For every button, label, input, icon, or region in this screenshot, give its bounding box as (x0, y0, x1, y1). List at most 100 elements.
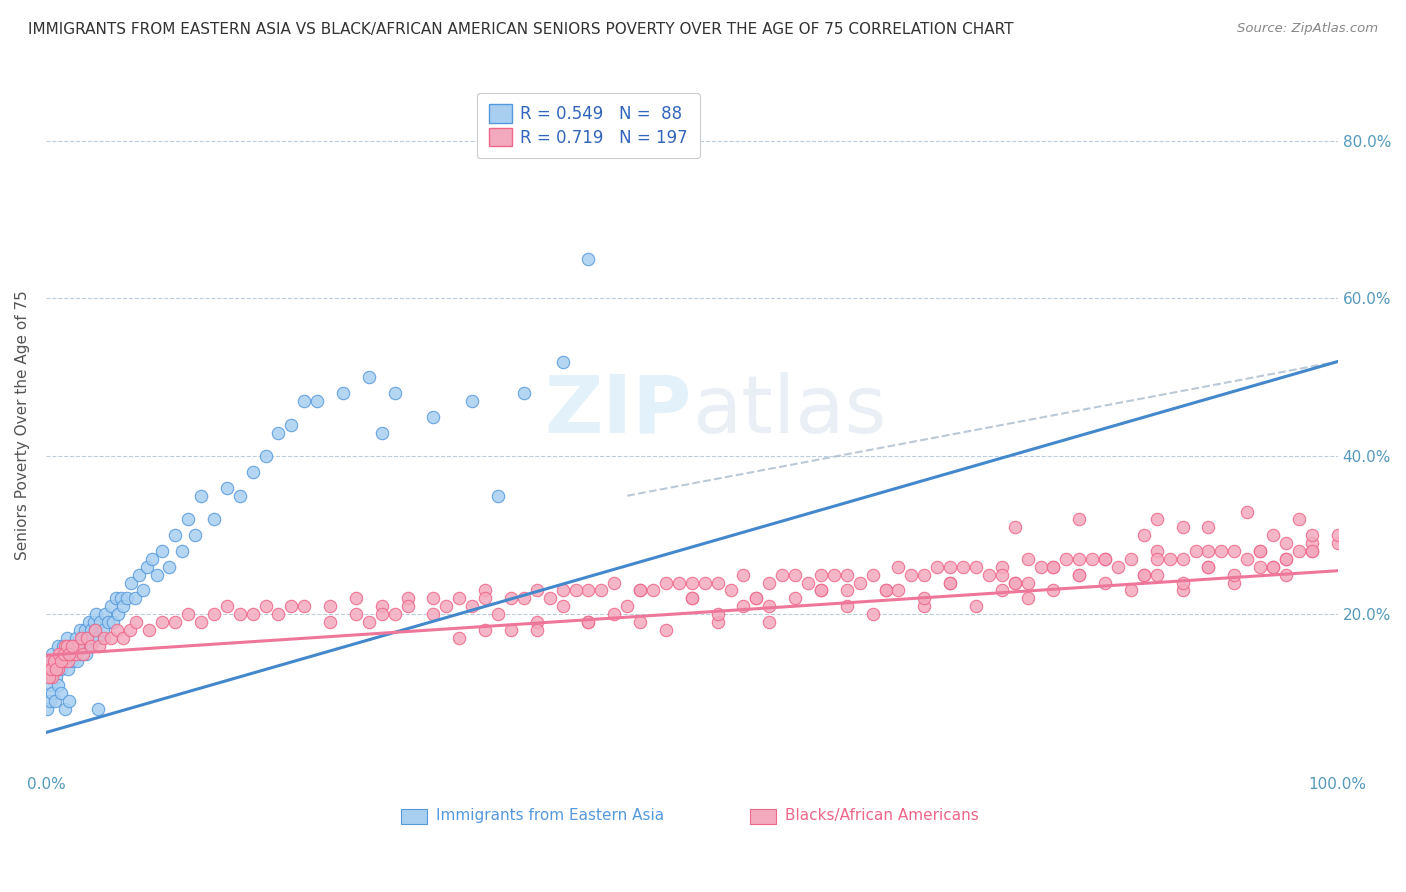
Point (38, 662, 60, 676)
Point (900, 567, 922, 582)
Point (1236, 504, 1258, 518)
Point (513, 386, 536, 401)
Point (37, 702, 59, 716)
Point (655, 575, 678, 590)
Text: ZIP: ZIP (544, 372, 692, 450)
Point (1133, 567, 1156, 582)
Point (83, 615, 105, 629)
Point (1275, 567, 1298, 582)
Point (1275, 552, 1298, 566)
Point (1261, 559, 1284, 574)
Point (39, 678, 62, 692)
Point (396, 599, 419, 614)
Point (1198, 520, 1220, 534)
Point (46, 678, 69, 692)
Point (87, 639, 110, 653)
Point (1184, 544, 1206, 558)
Point (86, 631, 108, 645)
Point (578, 615, 600, 629)
Point (1146, 512, 1168, 526)
Point (215, 599, 238, 614)
Point (1069, 552, 1091, 566)
Point (1301, 544, 1323, 558)
Point (1133, 567, 1156, 582)
Point (242, 465, 264, 479)
Point (138, 623, 160, 637)
Point (474, 623, 496, 637)
Point (422, 409, 444, 424)
Point (76, 631, 98, 645)
Point (53, 655, 76, 669)
Point (65, 631, 87, 645)
Point (693, 575, 716, 590)
Point (150, 544, 173, 558)
Point (254, 599, 277, 614)
Point (69, 623, 91, 637)
Point (1119, 552, 1142, 566)
Point (292, 599, 315, 614)
Point (578, 252, 600, 266)
Point (38, 670, 60, 684)
Point (526, 615, 548, 629)
Point (939, 575, 962, 590)
Point (1261, 559, 1284, 574)
Point (56, 655, 79, 669)
Point (105, 623, 128, 637)
Point (75, 647, 97, 661)
Point (1198, 559, 1220, 574)
Point (55, 631, 77, 645)
Point (150, 615, 173, 629)
Point (170, 544, 193, 558)
Point (1171, 583, 1194, 598)
Point (65, 647, 87, 661)
Point (1223, 575, 1246, 590)
Point (357, 615, 380, 629)
Point (112, 631, 135, 645)
Legend: R = 0.549   N =  88, R = 0.719   N = 197: R = 0.549 N = 88, R = 0.719 N = 197 (477, 93, 700, 159)
Point (42, 655, 65, 669)
Point (1236, 552, 1258, 566)
Point (835, 567, 858, 582)
Point (1301, 544, 1323, 558)
Point (434, 599, 457, 614)
Point (1054, 552, 1077, 566)
Point (46, 639, 69, 653)
Point (45, 670, 67, 684)
Point (82, 631, 104, 645)
Point (1146, 544, 1168, 558)
Point (280, 417, 302, 432)
Point (1171, 552, 1194, 566)
Point (745, 591, 768, 606)
Point (1223, 567, 1246, 582)
Point (101, 615, 124, 629)
Point (357, 370, 380, 384)
Point (38, 655, 60, 669)
Point (564, 583, 586, 598)
Point (242, 607, 264, 621)
Point (44, 655, 66, 669)
Point (939, 559, 962, 574)
Point (42, 662, 65, 676)
Point (384, 386, 406, 401)
Point (132, 583, 155, 598)
Point (120, 575, 142, 590)
Text: atlas: atlas (692, 372, 886, 450)
Point (51, 662, 73, 676)
Point (48, 655, 70, 669)
Point (53, 639, 76, 653)
Point (70, 631, 93, 645)
Point (538, 591, 561, 606)
Point (486, 489, 509, 503)
Point (76, 631, 98, 645)
Point (823, 567, 845, 582)
Point (449, 591, 471, 606)
Point (37, 662, 59, 676)
Point (141, 552, 163, 566)
Point (887, 559, 910, 574)
Point (89, 615, 111, 629)
Point (835, 583, 858, 598)
Point (215, 481, 238, 495)
Point (44, 694, 66, 708)
Point (135, 559, 157, 574)
Point (58, 639, 80, 653)
